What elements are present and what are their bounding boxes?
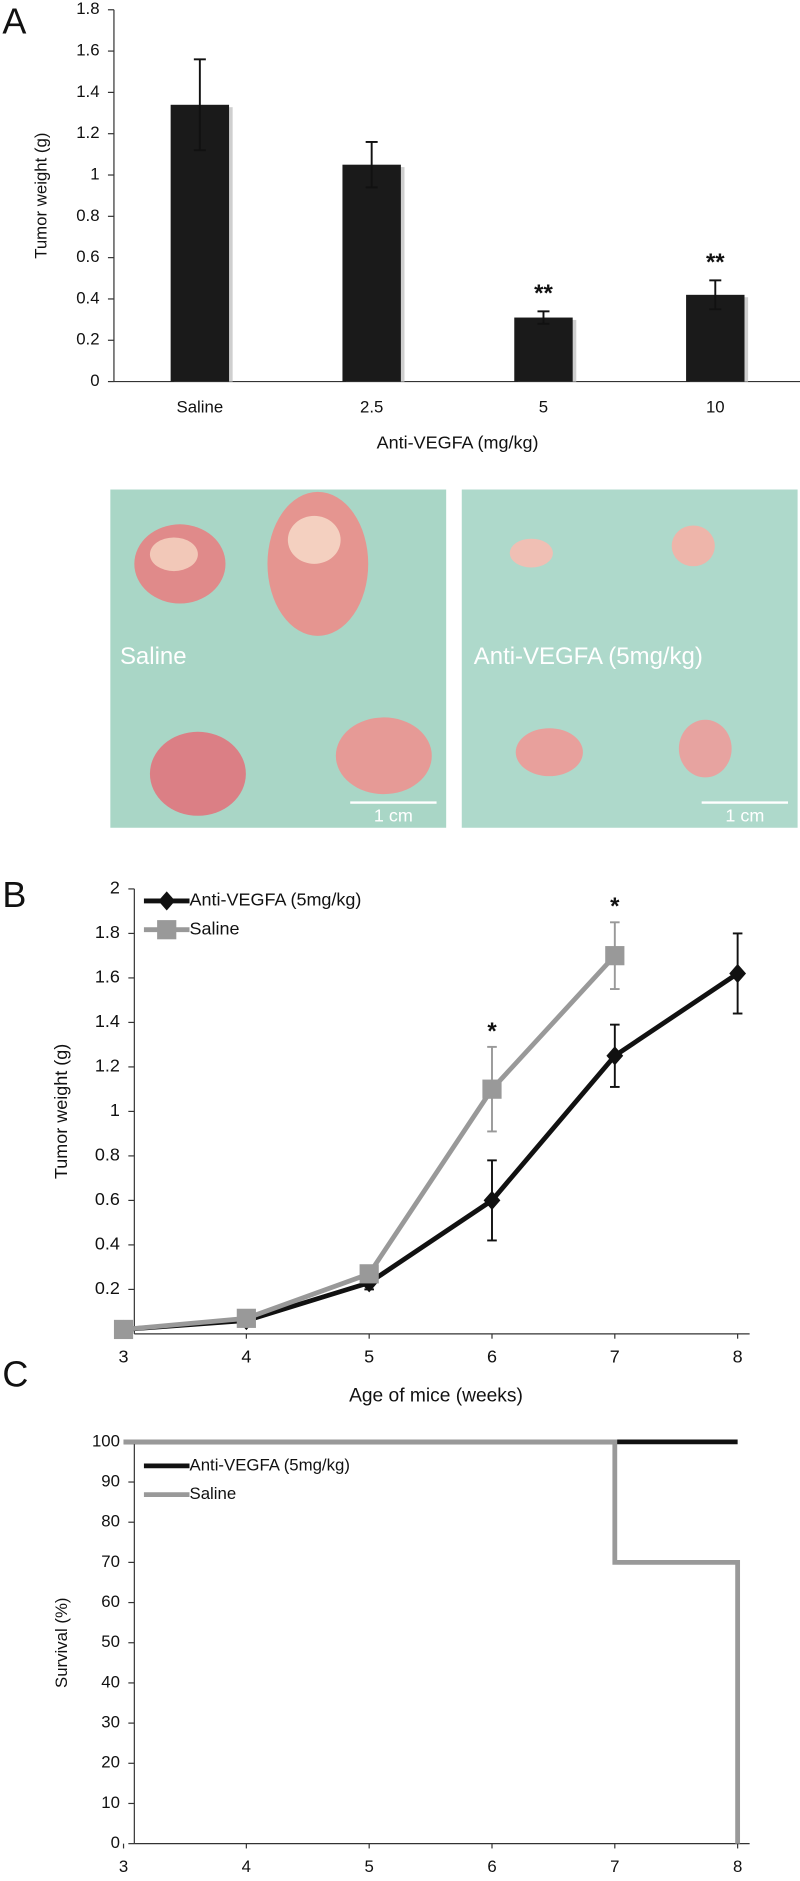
annotation: * <box>487 1018 497 1045</box>
y-axis-label: Tumor weight (g) <box>31 133 50 259</box>
y-tick-label: 60 <box>101 1592 120 1611</box>
y-tick-label: 100 <box>92 1431 120 1450</box>
y-tick-label: 1.8 <box>76 0 99 18</box>
y-tick-label: 1.6 <box>95 967 120 987</box>
bar <box>514 317 573 382</box>
y-tick-label: 0.8 <box>95 1145 120 1165</box>
marker <box>158 891 176 911</box>
y-tick-label: 1 <box>90 164 99 183</box>
x-tick-label: 8 <box>733 1347 743 1367</box>
x-tick-label: 7 <box>610 1857 619 1876</box>
y-tick-label: 50 <box>101 1632 120 1651</box>
photo-label: Anti-VEGFA (5mg/kg) <box>474 643 703 670</box>
marker <box>482 1079 502 1099</box>
series-line <box>123 1439 741 1844</box>
marker <box>157 920 177 940</box>
annotation: ** <box>534 280 553 307</box>
y-tick-label: 0 <box>90 371 99 390</box>
series-line <box>123 971 739 1332</box>
x-tick-label: 10 <box>706 397 725 416</box>
y-tick-label: 0.8 <box>76 206 99 225</box>
annotation: ** <box>706 249 725 276</box>
y-tick-label: 70 <box>101 1552 120 1571</box>
legend-label: Saline <box>190 918 240 938</box>
y-tick-label: 1.4 <box>76 82 99 101</box>
panel-label: A <box>2 1 26 42</box>
y-tick-label: 0.4 <box>95 1234 120 1254</box>
y-tick-label: 0.2 <box>95 1278 120 1298</box>
bar <box>342 164 401 382</box>
panel-label: B <box>2 874 26 915</box>
x-axis-label: Anti-VEGFA (mg/kg) <box>377 433 539 453</box>
y-tick-label: 80 <box>101 1512 120 1531</box>
x-axis-label: Age of mice (weeks) <box>349 1385 523 1406</box>
x-tick-label: 4 <box>241 1347 251 1367</box>
marker <box>729 963 747 984</box>
photo-label: Saline <box>120 643 187 670</box>
y-tick-label: 90 <box>101 1471 120 1490</box>
y-tick-label: 1.4 <box>95 1011 120 1031</box>
x-tick-label: 5 <box>365 1857 374 1876</box>
marker <box>606 1046 624 1066</box>
marker <box>483 1190 501 1211</box>
y-tick-label: 20 <box>101 1753 120 1772</box>
y-tick-label: 2 <box>110 878 120 898</box>
x-tick-label: 6 <box>487 1347 497 1367</box>
marker <box>236 1308 256 1328</box>
photo-anti-vegfa <box>461 489 798 828</box>
annotation: * <box>610 893 620 920</box>
y-tick-label: 10 <box>101 1793 120 1812</box>
x-tick-label: 2.5 <box>360 397 383 416</box>
y-tick-label: 1.8 <box>95 922 120 942</box>
y-tick-label: 0 <box>111 1833 120 1852</box>
y-tick-label: 0.6 <box>76 247 99 266</box>
y-axis-label: Tumor weight (g) <box>51 1044 71 1179</box>
marker <box>605 946 625 966</box>
y-tick-label: 40 <box>101 1672 120 1691</box>
y-tick-label: 0.4 <box>76 288 99 307</box>
x-tick-label: 6 <box>487 1857 496 1876</box>
y-tick-label: 1.6 <box>76 41 99 60</box>
x-tick-label: 5 <box>539 397 548 416</box>
x-tick-label: 3 <box>119 1857 128 1876</box>
marker <box>113 1319 134 1340</box>
scale-label: 1 cm <box>725 806 764 826</box>
y-tick-label: 1.2 <box>76 123 99 142</box>
legend-label: Anti-VEGFA (5mg/kg) <box>190 890 362 910</box>
x-tick-label: 8 <box>733 1857 742 1876</box>
x-tick-label: 7 <box>610 1347 620 1367</box>
y-tick-label: 30 <box>101 1713 120 1732</box>
legend-label: Saline <box>190 1484 237 1503</box>
x-tick-label: 5 <box>364 1347 374 1367</box>
scale-label: 1 cm <box>374 806 413 826</box>
photo-saline <box>110 489 447 828</box>
y-tick-label: 1 <box>110 1100 120 1120</box>
marker <box>359 1264 379 1284</box>
x-tick-label: 3 <box>119 1347 129 1367</box>
y-tick-label: 0.2 <box>76 330 99 349</box>
legend-label: Anti-VEGFA (5mg/kg) <box>190 1455 350 1474</box>
panel-label: C <box>2 1354 28 1395</box>
y-tick-label: 0.6 <box>95 1189 120 1209</box>
y-tick-label: 1.2 <box>95 1056 120 1076</box>
y-axis-label: Survival (%) <box>52 1598 71 1688</box>
x-tick-label: Saline <box>177 397 224 416</box>
x-tick-label: 4 <box>242 1857 251 1876</box>
